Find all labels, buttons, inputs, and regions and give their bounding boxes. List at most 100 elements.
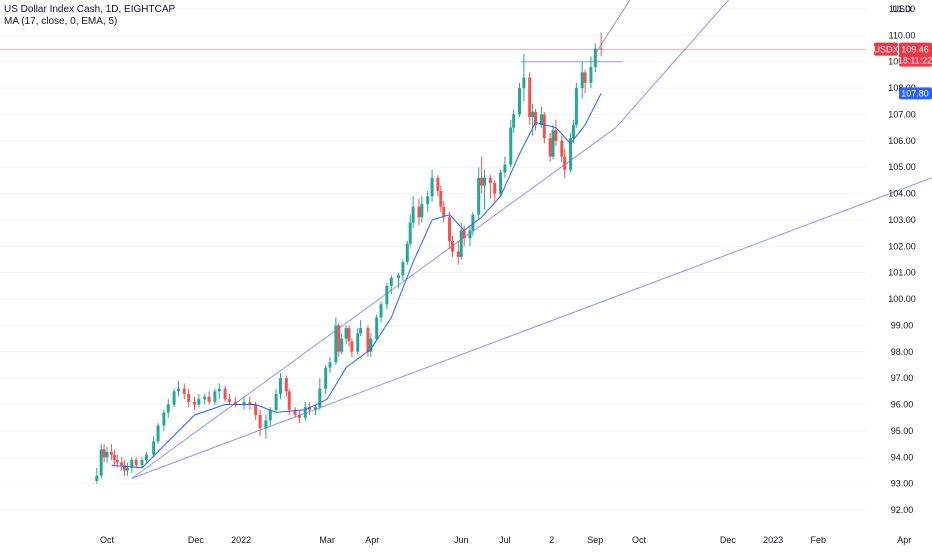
time-tick-label: Dec xyxy=(720,535,737,545)
price-tick-label: 96.00 xyxy=(891,400,914,410)
candle-body xyxy=(405,243,409,263)
candle xyxy=(375,314,379,342)
candle xyxy=(192,396,196,410)
candle-body xyxy=(140,459,144,466)
candle xyxy=(112,449,116,466)
time-tick-label: Jun xyxy=(454,535,469,545)
candle-body xyxy=(115,459,119,463)
candle-body xyxy=(287,391,291,410)
candle-body xyxy=(203,396,207,400)
indicator-label[interactable]: MA (17, close, 0, EMA, 5) xyxy=(4,16,118,27)
candle xyxy=(369,333,373,358)
candle-body xyxy=(389,277,393,286)
candle-body xyxy=(187,393,191,402)
candle-body xyxy=(120,462,124,466)
candle xyxy=(439,185,443,213)
candle xyxy=(203,393,207,405)
candle-body xyxy=(176,388,180,392)
candle xyxy=(152,436,156,458)
candle-body xyxy=(589,67,593,83)
candle xyxy=(420,196,424,223)
candle-body xyxy=(569,138,573,170)
candle xyxy=(599,32,603,57)
candle xyxy=(456,241,460,265)
candle xyxy=(569,132,573,173)
candle-body xyxy=(217,388,221,392)
candle-body xyxy=(308,407,312,410)
candle xyxy=(334,317,338,365)
candle xyxy=(223,386,227,402)
candle-body xyxy=(162,412,166,426)
candle-body xyxy=(379,304,383,318)
candle-body xyxy=(560,140,564,157)
price-axis[interactable]: USD111.00110.00109.00108.00107.00106.001… xyxy=(888,4,916,515)
ma-value-tag: 107.80 xyxy=(901,88,929,98)
candle xyxy=(430,169,434,202)
candle xyxy=(233,396,237,408)
candle-body xyxy=(347,328,351,342)
candle xyxy=(589,56,593,89)
symbol-title[interactable]: US Dollar Index Cash, 1D, EIGHTCAP xyxy=(4,4,176,15)
candle-body xyxy=(130,459,134,468)
candle xyxy=(248,396,252,410)
candle-body xyxy=(254,404,258,416)
candle xyxy=(242,396,246,410)
candle xyxy=(442,201,446,223)
candle xyxy=(405,241,409,265)
candle xyxy=(503,156,507,178)
candle-body xyxy=(462,230,466,239)
candle xyxy=(459,222,463,260)
candle xyxy=(120,457,124,471)
price-tick-label: 102.00 xyxy=(888,241,916,251)
symbol-tag-bg xyxy=(874,42,898,56)
candle-body xyxy=(531,111,535,118)
price-tick-label: 103.00 xyxy=(888,215,916,225)
candle-body xyxy=(264,420,268,429)
last-price-tag: 109.46 xyxy=(901,45,929,55)
trendlines[interactable] xyxy=(131,0,932,479)
candle xyxy=(264,415,268,439)
candle xyxy=(217,383,221,400)
candle-body xyxy=(539,114,543,126)
candle-body xyxy=(554,130,558,141)
candle xyxy=(105,446,109,463)
candle-body xyxy=(166,404,170,413)
candle xyxy=(172,388,176,408)
time-tick-label: Jul xyxy=(499,535,511,545)
candle-body xyxy=(397,275,401,278)
time-tick-label: Dec xyxy=(188,535,205,545)
candle-body xyxy=(223,388,227,400)
candle-body xyxy=(258,415,262,429)
price-tick-label: 101.00 xyxy=(888,268,916,278)
candle xyxy=(542,111,546,144)
candle-body xyxy=(356,333,360,352)
price-tick-label: 111.00 xyxy=(889,4,915,14)
candle-body xyxy=(528,77,532,118)
candle-body xyxy=(551,130,555,157)
candle xyxy=(213,388,217,405)
candle xyxy=(468,225,472,247)
candle-body xyxy=(248,401,252,405)
candle-body xyxy=(420,204,424,218)
price-tick-label: 95.00 xyxy=(891,426,914,436)
candle xyxy=(344,325,348,344)
candle xyxy=(284,375,288,397)
last-price-tag-bg xyxy=(899,42,932,67)
candle xyxy=(130,457,134,474)
time-axis[interactable]: Oct Dec 2022 Mar Apr Jun Jul 2 Sep Oct Dec 2023 Feb A… xyxy=(100,535,911,545)
candle-body xyxy=(563,156,567,170)
candle-body xyxy=(125,467,129,471)
candle xyxy=(318,378,322,410)
candle xyxy=(477,167,481,220)
trendline xyxy=(594,0,631,55)
candle-body xyxy=(182,388,186,394)
candle-body xyxy=(197,399,201,405)
time-tick-label: 2023 xyxy=(763,535,783,545)
candle xyxy=(303,401,307,421)
candle-body xyxy=(488,177,492,184)
price-tick-label: 105.00 xyxy=(888,162,916,172)
candle-body xyxy=(426,196,430,205)
candle xyxy=(227,393,231,405)
